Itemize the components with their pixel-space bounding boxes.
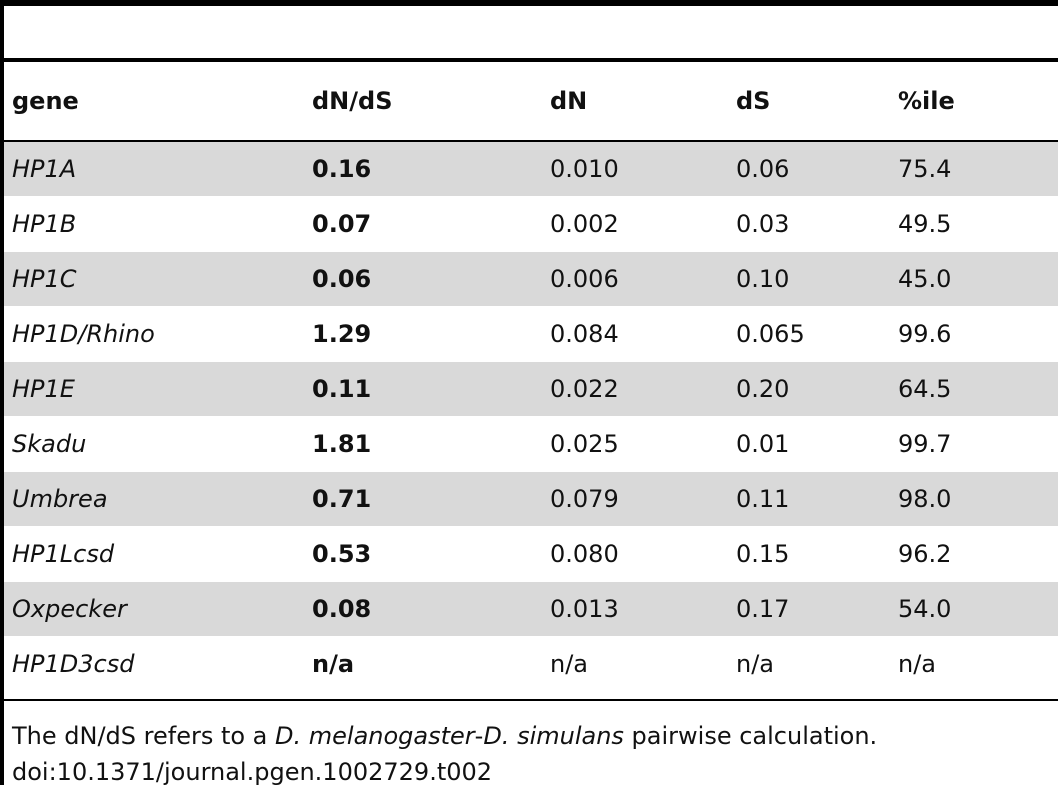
percentile-cell: 64.5	[890, 361, 1058, 417]
species-2-name: D. simulans	[483, 722, 624, 750]
percentile-cell: n/a	[890, 636, 1058, 691]
gene-cell: HP1D3csd	[4, 636, 304, 691]
footnote-description: The dN/dS refers to a D. melanogaster-D.…	[12, 718, 877, 754]
dnds-cell: 0.71	[304, 471, 542, 527]
col-header-percentile: %ile	[890, 62, 1058, 142]
table-row: HP1D/Rhino 1.29 0.084 0.065 99.6	[4, 306, 1058, 362]
dn-cell: 0.025	[542, 416, 728, 472]
dn-cell: 0.080	[542, 526, 728, 582]
table-row: HP1Lcsd 0.53 0.080 0.15 96.2	[4, 526, 1058, 582]
ds-cell: n/a	[728, 636, 890, 691]
percentile-cell: 45.0	[890, 251, 1058, 307]
percentile-cell: 99.7	[890, 416, 1058, 472]
ds-cell: 0.10	[728, 251, 890, 307]
doi-text: doi:10.1371/journal.pgen.1002729.t002	[12, 758, 493, 786]
gene-cell: HP1D/Rhino	[4, 306, 304, 362]
dn-cell: 0.079	[542, 471, 728, 527]
ds-cell: 0.065	[728, 306, 890, 362]
percentile-cell: 98.0	[890, 471, 1058, 527]
table-row: Skadu 1.81 0.025 0.01 99.7	[4, 416, 1058, 472]
table-row: HP1A 0.16 0.010 0.06 75.4	[4, 141, 1058, 197]
table-row: HP1B 0.07 0.002 0.03 49.5	[4, 196, 1058, 252]
col-header-dnds: dN/dS	[304, 62, 542, 142]
percentile-cell: 99.6	[890, 306, 1058, 362]
gene-cell: HP1Lcsd	[4, 526, 304, 582]
ds-cell: 0.01	[728, 416, 890, 472]
dn-cell: 0.022	[542, 361, 728, 417]
dn-cell: 0.013	[542, 581, 728, 637]
ds-cell: 0.06	[728, 141, 890, 197]
dnds-cell: 1.81	[304, 416, 542, 472]
percentile-cell: 54.0	[890, 581, 1058, 637]
dnds-cell: 1.29	[304, 306, 542, 362]
table-bottom-rule	[0, 699, 1058, 701]
dnds-cell: 0.11	[304, 361, 542, 417]
table-row: HP1C 0.06 0.006 0.10 45.0	[4, 251, 1058, 307]
table-row: HP1E 0.11 0.022 0.20 64.5	[4, 361, 1058, 417]
col-header-ds: dS	[728, 62, 890, 142]
gene-cell: HP1A	[4, 141, 304, 197]
gene-cell: HP1C	[4, 251, 304, 307]
percentile-cell: 96.2	[890, 526, 1058, 582]
ds-cell: 0.20	[728, 361, 890, 417]
table-footnote: The dN/dS refers to a D. melanogaster-D.…	[12, 718, 877, 790]
dn-cell: n/a	[542, 636, 728, 691]
ds-cell: 0.17	[728, 581, 890, 637]
table-body: HP1A 0.16 0.010 0.06 75.4 HP1B 0.07 0.00…	[4, 141, 1058, 691]
dn-cell: 0.084	[542, 306, 728, 362]
table-header: gene dN/dS dN dS %ile	[4, 62, 1058, 142]
header-top-rule	[0, 58, 1058, 62]
dn-cell: 0.002	[542, 196, 728, 252]
header-row: gene dN/dS dN dS %ile	[4, 62, 1058, 142]
dn-cell: 0.010	[542, 141, 728, 197]
table-row: HP1D3csd n/a n/a n/a n/a	[4, 636, 1058, 691]
percentile-cell: 75.4	[890, 141, 1058, 197]
left-border-rule	[0, 0, 4, 785]
footnote-prefix: The dN/dS refers to a	[12, 722, 276, 750]
dn-cell: 0.006	[542, 251, 728, 307]
dnds-cell: n/a	[304, 636, 542, 691]
ds-cell: 0.11	[728, 471, 890, 527]
dnds-cell: 0.08	[304, 581, 542, 637]
dnds-cell: 0.53	[304, 526, 542, 582]
col-header-dn: dN	[542, 62, 728, 142]
gene-cell: Oxpecker	[4, 581, 304, 637]
col-header-gene: gene	[4, 62, 304, 142]
gene-cell: Umbrea	[4, 471, 304, 527]
ds-cell: 0.15	[728, 526, 890, 582]
species-separator: -	[474, 722, 484, 750]
table-row: Oxpecker 0.08 0.013 0.17 54.0	[4, 581, 1058, 637]
dnds-cell: 0.07	[304, 196, 542, 252]
top-border-rule	[0, 0, 1058, 6]
footnote-suffix: pairwise calculation.	[623, 722, 878, 750]
ds-cell: 0.03	[728, 196, 890, 252]
dnds-cell: 0.16	[304, 141, 542, 197]
table-row: Umbrea 0.71 0.079 0.11 98.0	[4, 471, 1058, 527]
dnds-table: gene dN/dS dN dS %ile HP1A 0.16 0.010 0.…	[4, 62, 1058, 691]
percentile-cell: 49.5	[890, 196, 1058, 252]
gene-cell: HP1B	[4, 196, 304, 252]
dnds-cell: 0.06	[304, 251, 542, 307]
species-1-name: D. melanogaster	[275, 722, 475, 750]
gene-cell: HP1E	[4, 361, 304, 417]
gene-cell: Skadu	[4, 416, 304, 472]
